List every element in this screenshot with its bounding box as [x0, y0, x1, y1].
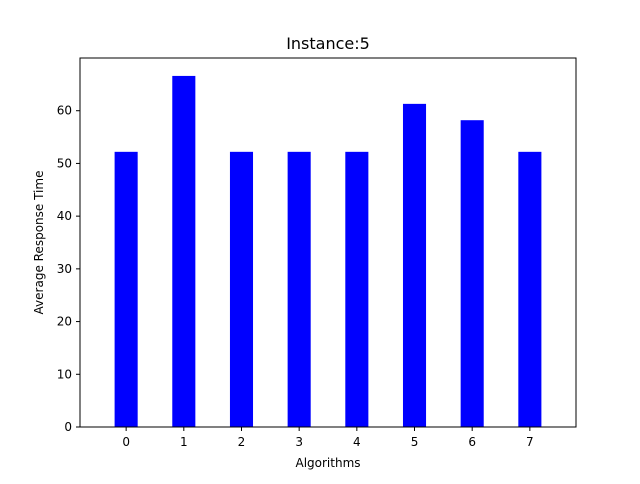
x-tick-label: 0: [122, 435, 130, 449]
bar-7: [518, 151, 542, 427]
y-tick-label: 60: [57, 104, 72, 118]
x-ticks: 0 1 2 3 4 5 6 7: [122, 427, 534, 449]
y-ticks: 0 10 20 30 40 50 60: [57, 104, 80, 434]
y-axis-label: Average Response Time: [32, 171, 46, 315]
bar-6: [460, 120, 484, 428]
bars-layer: [114, 75, 542, 428]
y-tick-label: 0: [64, 420, 72, 434]
bar-5: [402, 103, 427, 428]
y-tick-label: 40: [57, 209, 72, 223]
bar-1: [172, 75, 196, 428]
x-tick-label: 3: [295, 435, 303, 449]
x-axis-label: Algorithms: [295, 456, 360, 470]
chart-title: Instance:5: [286, 34, 370, 53]
bar-3: [287, 151, 311, 427]
y-tick-label: 20: [57, 315, 72, 329]
x-tick-label: 2: [238, 435, 246, 449]
y-tick-label: 30: [57, 262, 72, 276]
y-tick-label: 50: [57, 156, 72, 170]
bar-2: [229, 151, 254, 427]
x-tick-label: 7: [526, 435, 534, 449]
plot-frame: [79, 57, 577, 428]
y-tick-label: 10: [57, 367, 72, 381]
bar-0: [114, 151, 138, 427]
x-tick-label: 5: [411, 435, 419, 449]
x-tick-label: 1: [180, 435, 188, 449]
bar-4: [345, 151, 369, 427]
x-tick-label: 6: [468, 435, 476, 449]
x-tick-label: 4: [353, 435, 361, 449]
